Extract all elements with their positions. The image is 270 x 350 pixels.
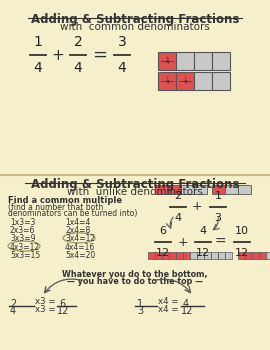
Bar (225, 252, 232, 259)
Bar (252, 252, 259, 259)
Text: 6: 6 (160, 226, 167, 236)
Text: 12: 12 (196, 248, 210, 258)
Bar (181, 185, 194, 194)
Text: 4: 4 (183, 80, 187, 85)
Text: 3: 3 (118, 35, 126, 49)
Text: 3x4=12: 3x4=12 (65, 234, 95, 243)
Bar (176, 252, 183, 259)
Bar (259, 252, 266, 259)
Bar (158, 52, 176, 70)
Bar (194, 52, 212, 70)
Bar (212, 72, 230, 90)
Text: x3 =: x3 = (35, 304, 56, 314)
Text: 2: 2 (74, 35, 82, 49)
Text: +: + (192, 201, 202, 214)
Bar (212, 185, 225, 194)
Text: 12: 12 (235, 248, 249, 258)
Text: 5x4=20: 5x4=20 (65, 251, 95, 260)
Text: x4 =: x4 = (158, 304, 179, 314)
Text: 4: 4 (10, 306, 16, 316)
Bar (194, 72, 212, 90)
Text: 4x3=12: 4x3=12 (10, 243, 40, 252)
Bar (176, 72, 194, 90)
Text: 2x4=8: 2x4=8 (65, 226, 90, 235)
Text: =: = (214, 235, 226, 249)
Text: Adding & Subtracting Fractions: Adding & Subtracting Fractions (31, 13, 239, 26)
Bar (169, 252, 176, 259)
Bar (155, 252, 162, 259)
Text: 6: 6 (59, 299, 65, 309)
Text: 1: 1 (214, 191, 221, 201)
Text: with  unlike denominators: with unlike denominators (67, 187, 203, 197)
Text: 12: 12 (181, 306, 193, 316)
Text: with  common denominators: with common denominators (60, 22, 210, 32)
Text: 3x3=9: 3x3=9 (10, 234, 35, 243)
Text: 4: 4 (200, 226, 207, 236)
Text: 5x3=15: 5x3=15 (10, 251, 40, 260)
Text: 1: 1 (137, 299, 143, 309)
Bar (168, 185, 181, 194)
Bar (211, 252, 218, 259)
Bar (194, 185, 207, 194)
Bar (238, 252, 245, 259)
Text: 10: 10 (235, 226, 249, 236)
Text: 12: 12 (156, 248, 170, 258)
Bar (238, 185, 251, 194)
Text: x4 =: x4 = (158, 298, 179, 307)
Text: 2: 2 (174, 191, 181, 201)
Bar (183, 252, 190, 259)
Text: 4x4=16: 4x4=16 (65, 243, 95, 252)
Text: 1x3=3: 1x3=3 (10, 218, 35, 227)
Text: 3: 3 (137, 306, 143, 316)
Text: 2: 2 (10, 299, 16, 309)
Bar (266, 252, 270, 259)
Bar (155, 185, 168, 194)
Bar (162, 252, 169, 259)
Text: 4: 4 (183, 299, 189, 309)
Text: Find a common multiple: Find a common multiple (8, 196, 122, 205)
Text: (find a number that both: (find a number that both (8, 203, 103, 212)
Text: denominators can be turned into): denominators can be turned into) (8, 209, 137, 218)
Text: Whatever you do to the bottom,: Whatever you do to the bottom, (62, 270, 208, 279)
Bar (197, 252, 204, 259)
Text: — you have to do to the top —: — you have to do to the top — (67, 277, 203, 286)
Bar (176, 52, 194, 70)
Text: 4: 4 (118, 61, 126, 75)
Text: 1: 1 (183, 77, 187, 82)
Bar (148, 252, 155, 259)
Bar (158, 72, 176, 90)
Bar (190, 252, 197, 259)
Text: 4: 4 (34, 61, 42, 75)
Bar (204, 252, 211, 259)
Bar (218, 252, 225, 259)
Text: 3: 3 (214, 213, 221, 223)
Text: 12: 12 (57, 306, 69, 316)
Text: 1x4=4: 1x4=4 (65, 218, 90, 227)
Text: 4: 4 (165, 80, 169, 85)
Text: +: + (52, 48, 64, 63)
Text: 1: 1 (165, 57, 169, 62)
Text: x3 =: x3 = (35, 298, 56, 307)
Text: 1: 1 (165, 77, 169, 82)
Bar (212, 52, 230, 70)
Text: Adding & Subtracting Fractions: Adding & Subtracting Fractions (31, 178, 239, 191)
Text: 2x3=6: 2x3=6 (10, 226, 35, 235)
Text: =: = (93, 46, 107, 64)
Bar (225, 185, 238, 194)
Bar (245, 252, 252, 259)
Text: 4: 4 (165, 61, 169, 65)
Text: 4: 4 (74, 61, 82, 75)
Text: 1: 1 (33, 35, 42, 49)
Text: 4: 4 (174, 213, 181, 223)
Text: +: + (178, 236, 188, 248)
